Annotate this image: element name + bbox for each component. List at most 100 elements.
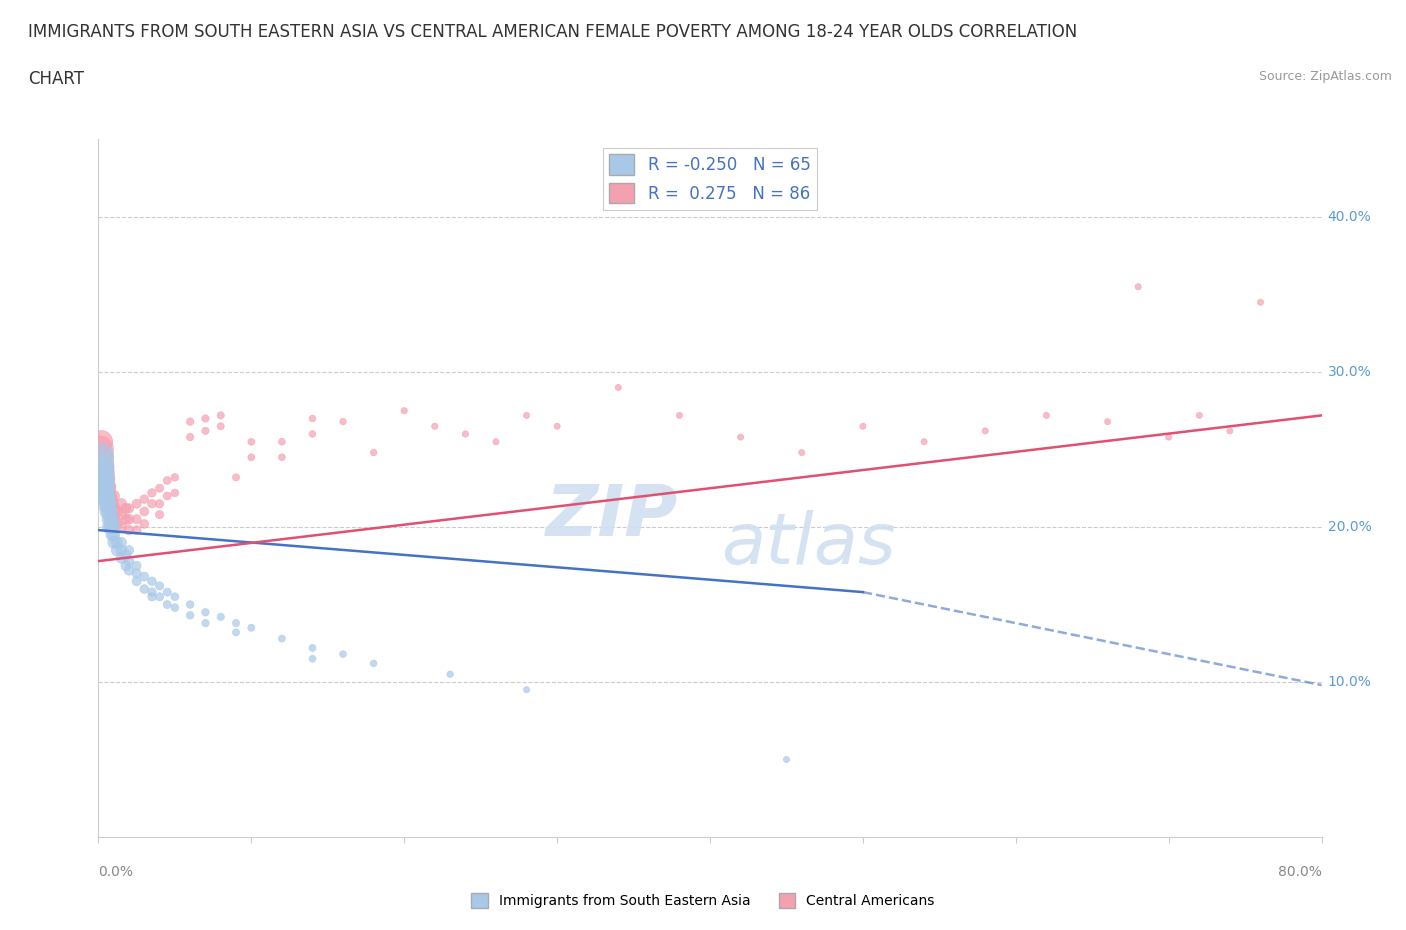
Point: [134, 516, 156, 531]
Point: [97, 492, 120, 507]
Point: [454, 427, 477, 442]
Point: [91, 458, 114, 472]
Point: [101, 527, 124, 542]
Point: [163, 600, 186, 615]
Point: [1219, 423, 1241, 438]
Point: [118, 553, 141, 568]
Point: [423, 418, 446, 433]
Point: [134, 569, 156, 584]
Point: [97, 497, 120, 512]
Point: [125, 558, 148, 573]
Point: [240, 450, 263, 465]
Point: [194, 604, 217, 619]
Point: [89, 465, 111, 480]
Point: [301, 651, 323, 666]
Text: 20.0%: 20.0%: [1327, 520, 1371, 534]
Point: [439, 667, 461, 682]
Point: [100, 492, 122, 507]
Point: [115, 558, 138, 573]
Point: [110, 551, 132, 565]
Point: [101, 507, 124, 522]
Point: [115, 512, 138, 526]
Text: IMMIGRANTS FROM SOUTH EASTERN ASIA VS CENTRAL AMERICAN FEMALE POVERTY AMONG 18-2: IMMIGRANTS FROM SOUTH EASTERN ASIA VS CE…: [28, 23, 1077, 41]
Point: [301, 641, 323, 656]
Point: [134, 504, 156, 519]
Point: [100, 520, 122, 535]
Point: [100, 501, 122, 516]
Point: [194, 616, 217, 631]
Point: [115, 548, 138, 563]
Point: [98, 512, 121, 526]
Text: Source: ZipAtlas.com: Source: ZipAtlas.com: [1258, 70, 1392, 83]
Point: [110, 543, 132, 558]
Point: [332, 414, 354, 429]
Point: [790, 445, 813, 460]
Point: [546, 418, 568, 433]
Point: [301, 411, 323, 426]
Point: [90, 450, 112, 465]
Point: [93, 488, 115, 503]
Point: [270, 631, 292, 646]
Point: [209, 408, 232, 423]
Point: [89, 450, 111, 465]
Point: [90, 473, 112, 488]
Point: [1097, 414, 1119, 429]
Text: 30.0%: 30.0%: [1327, 365, 1371, 379]
Point: [101, 512, 124, 526]
Point: [100, 512, 122, 526]
Point: [98, 520, 121, 535]
Legend: R = -0.250   N = 65, R =  0.275   N = 86: R = -0.250 N = 65, R = 0.275 N = 86: [603, 148, 817, 210]
Point: [156, 473, 179, 488]
Point: [179, 608, 201, 623]
Point: [118, 563, 141, 578]
Point: [1249, 295, 1271, 310]
Point: [94, 460, 117, 475]
Point: [118, 512, 141, 526]
Point: [98, 497, 121, 512]
Point: [1035, 408, 1057, 423]
Point: [103, 520, 125, 535]
Point: [89, 458, 111, 472]
Point: [105, 504, 128, 519]
Point: [974, 423, 997, 438]
Point: [912, 434, 935, 449]
Point: [98, 488, 121, 503]
Point: [118, 543, 141, 558]
Point: [94, 488, 117, 503]
Point: [125, 512, 148, 526]
Point: [179, 597, 201, 612]
Point: [141, 574, 163, 589]
Point: [209, 418, 232, 433]
Point: [730, 430, 752, 445]
Point: [240, 434, 263, 449]
Point: [93, 473, 115, 488]
Point: [98, 504, 121, 519]
Point: [607, 380, 630, 395]
Point: [118, 501, 141, 516]
Point: [363, 656, 385, 671]
Point: [93, 465, 115, 480]
Point: [110, 507, 132, 522]
Point: [105, 535, 128, 550]
Point: [225, 470, 247, 485]
Point: [485, 434, 508, 449]
Point: [163, 590, 186, 604]
Point: [110, 520, 132, 535]
Point: [179, 430, 201, 445]
Point: [209, 609, 232, 624]
Point: [516, 408, 538, 423]
Point: [156, 597, 179, 612]
Point: [98, 479, 121, 494]
Text: 0.0%: 0.0%: [98, 865, 134, 879]
Point: [668, 408, 690, 423]
Point: [332, 646, 354, 661]
Point: [1188, 408, 1211, 423]
Point: [103, 512, 125, 526]
Point: [1128, 279, 1150, 294]
Point: [94, 481, 117, 496]
Point: [301, 427, 323, 442]
Point: [110, 535, 132, 550]
Point: [270, 434, 292, 449]
Point: [1157, 430, 1180, 445]
Point: [156, 488, 179, 503]
